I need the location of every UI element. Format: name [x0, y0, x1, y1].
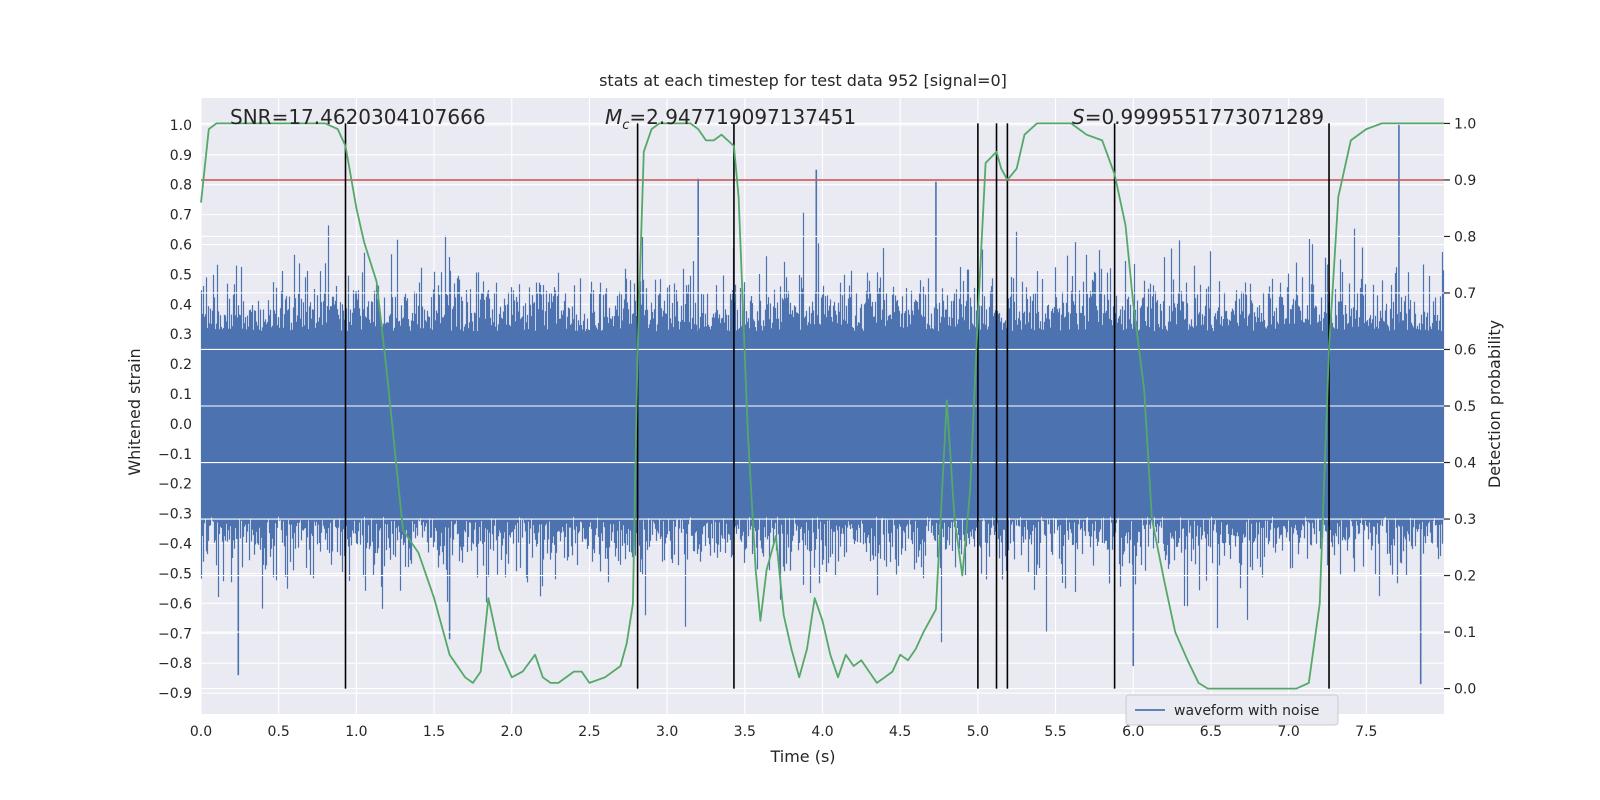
y-tick-right-label-0: 0.0: [1454, 682, 1476, 698]
y-tick-left-label-6: −0.3: [158, 507, 192, 523]
x-tick-label-9: 4.5: [889, 724, 911, 740]
legend-box: [1125, 694, 1339, 726]
y-tick-left-label-5: −0.4: [158, 537, 192, 553]
legend: waveform with noise: [1125, 694, 1339, 726]
y-tick-right-label-5: 0.5: [1454, 399, 1476, 415]
x-tick-label-5: 2.5: [578, 724, 600, 740]
y-tick-left-label-3: −0.6: [158, 596, 192, 612]
event-lines: [344, 123, 1330, 689]
x-axis-label: Time (s): [769, 747, 835, 766]
x-tick-label-11: 5.5: [1044, 724, 1066, 740]
y-tick-right-label-2: 0.2: [1454, 569, 1476, 585]
y-tick-right-label-9: 0.9: [1454, 173, 1476, 189]
x-tick-label-3: 1.5: [423, 724, 445, 740]
y-tick-left-label-17: 0.8: [170, 178, 192, 194]
x-tick-label-14: 7.0: [1277, 724, 1299, 740]
y-tick-left-label-9: 0.0: [170, 417, 192, 433]
y-tick-left-label-15: 0.6: [170, 238, 192, 254]
annotation-score-symbol: S: [1072, 105, 1085, 129]
annotation-snr-value: =17.4620304107666: [272, 105, 486, 129]
y-tick-left-label-0: −0.9: [158, 686, 192, 702]
x-tick-label-10: 5.0: [967, 724, 989, 740]
y-axis-right-ticks: 0.0 0.1 0.2 0.3 0.4 0.5 0.6 0.7 0.8 0.9 1.0: [1444, 116, 1476, 698]
y-tick-right-label-1: 0.1: [1454, 625, 1476, 641]
y-tick-left-label-4: −0.5: [158, 566, 192, 582]
y-axis-right-label: Detection probability: [1485, 320, 1504, 488]
annotation-score: S=0.9999551773071289: [1072, 105, 1324, 129]
detection-probability-series: [200, 122, 1444, 690]
annotations: SNR=17.4620304107666 Mc=2.94771909713745…: [230, 105, 1324, 133]
y-tick-left-label-1: −0.8: [158, 656, 192, 672]
x-tick-label-4: 2.0: [501, 724, 523, 740]
waveform-core-band: [201, 331, 1444, 517]
y-tick-left-label-19: 1.0: [170, 118, 192, 134]
y-tick-right-label-6: 0.6: [1454, 342, 1476, 358]
x-tick-label-15: 7.5: [1355, 724, 1377, 740]
x-tick-label-7: 3.5: [734, 724, 756, 740]
chart-title: stats at each timestep for test data 952…: [599, 71, 1007, 90]
x-tick-label-6: 3.0: [656, 724, 678, 740]
x-axis-ticks: 0.0 0.5 1.0 1.5 2.0 2.5 3.0 3.5 4.0 4.5 5.0 5.5 6.0 6…: [190, 724, 1378, 740]
y-tick-left-label-10: 0.1: [170, 387, 192, 403]
y-tick-right-label-10: 1.0: [1454, 116, 1476, 132]
y-axis-left-ticks: −0.9 −0.8 −0.7 −0.6 −0.5 −0.4 −0.3 −0.2 −0.1 0.0 0…: [158, 118, 192, 702]
annotation-chirp-mass-value: =2.947719097137451: [629, 105, 856, 129]
detection-probability-line: [200, 122, 1444, 690]
y-tick-left-label-14: 0.5: [170, 267, 192, 283]
annotation-score-value: =0.9999551773071289: [1085, 105, 1324, 129]
annotation-chirp-mass: Mc=2.947719097137451: [605, 105, 856, 133]
x-tick-label-0: 0.0: [190, 724, 212, 740]
y-tick-right-label-7: 0.7: [1454, 286, 1476, 302]
y-tick-right-label-8: 0.8: [1454, 229, 1476, 245]
y-tick-left-label-8: −0.1: [158, 447, 192, 463]
x-tick-label-13: 6.5: [1200, 724, 1222, 740]
x-tick-label-1: 0.5: [268, 724, 290, 740]
y-tick-left-label-16: 0.7: [170, 208, 192, 224]
waveform-series: [200, 122, 1445, 690]
y-tick-left-label-12: 0.3: [170, 327, 192, 343]
annotation-chirp-mass-symbol: M: [605, 105, 622, 129]
legend-label-waveform: waveform with noise: [1174, 703, 1319, 719]
y-tick-right-label-3: 0.3: [1454, 512, 1476, 528]
x-tick-label-2: 1.0: [345, 724, 367, 740]
annotation-snr: SNR=17.4620304107666: [230, 105, 486, 129]
y-tick-left-label-18: 0.9: [170, 148, 192, 164]
y-tick-left-label-13: 0.4: [170, 297, 192, 313]
y-axis-left-label: Whitened strain: [125, 348, 144, 475]
annotation-chirp-mass-subscript: c: [622, 118, 629, 133]
y-tick-right-label-4: 0.4: [1454, 456, 1476, 472]
x-tick-label-8: 4.0: [811, 724, 833, 740]
y-tick-left-label-11: 0.2: [170, 357, 192, 373]
annotation-snr-prefix: SNR: [230, 105, 272, 129]
y-tick-left-label-7: −0.2: [158, 477, 192, 493]
x-tick-label-12: 6.0: [1122, 724, 1144, 740]
y-tick-left-label-2: −0.7: [158, 626, 192, 642]
